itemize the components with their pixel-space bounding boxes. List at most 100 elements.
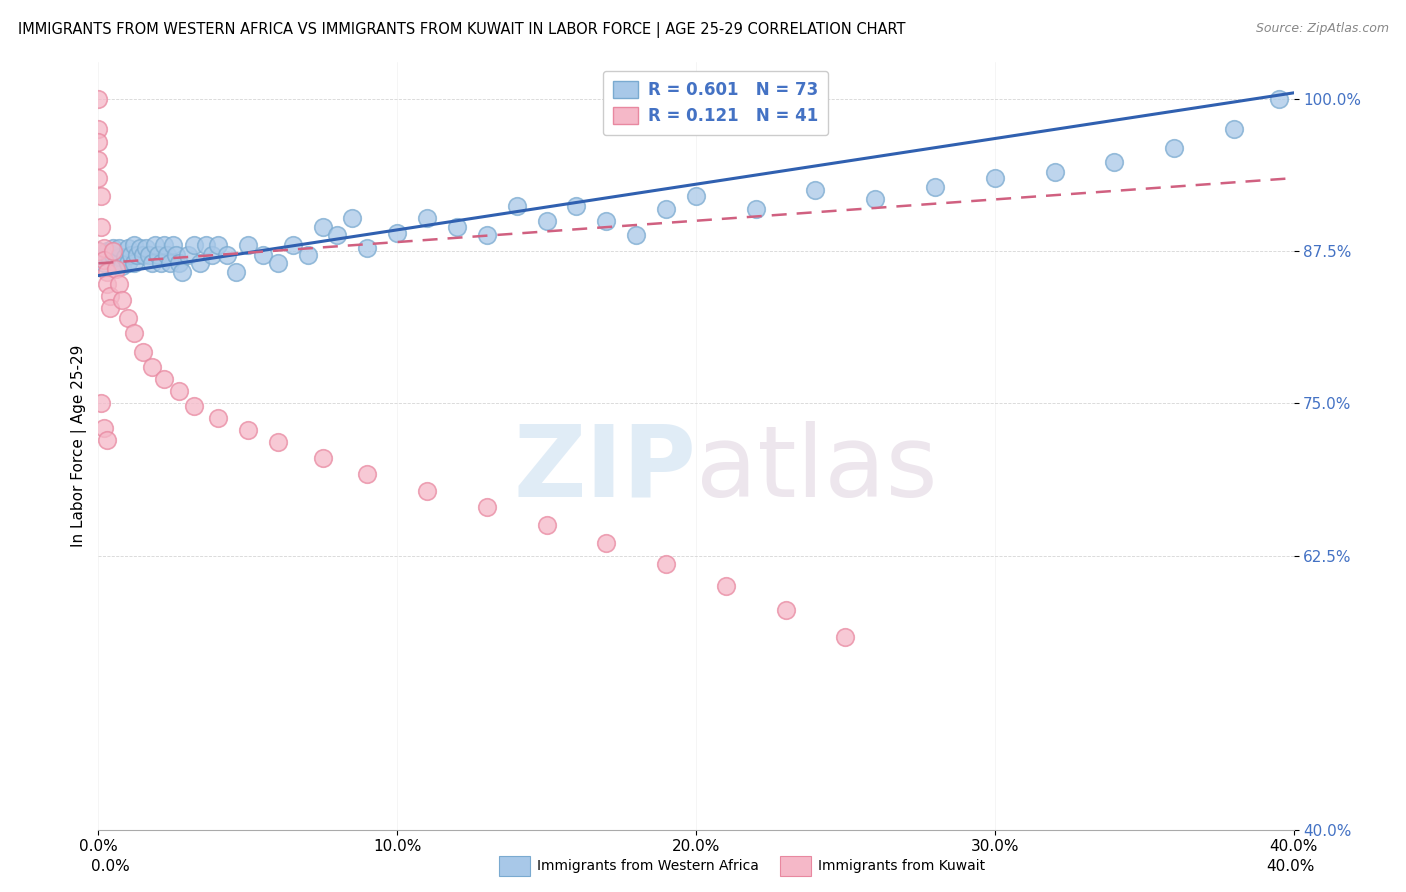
Text: IMMIGRANTS FROM WESTERN AFRICA VS IMMIGRANTS FROM KUWAIT IN LABOR FORCE | AGE 25: IMMIGRANTS FROM WESTERN AFRICA VS IMMIGR…	[18, 22, 905, 38]
Point	[87, 244, 110, 259]
Text: ZIP: ZIP	[513, 420, 696, 517]
Point	[90, 250, 112, 264]
Point	[93, 240, 115, 254]
Point	[834, 630, 856, 644]
Point	[745, 202, 768, 216]
Point	[655, 557, 678, 571]
Point	[87, 135, 110, 149]
Point	[141, 256, 163, 270]
Point	[96, 277, 118, 291]
Point	[252, 248, 274, 262]
Point	[924, 179, 946, 194]
Text: 0.0%: 0.0%	[91, 859, 131, 873]
Point	[90, 189, 112, 203]
Point	[120, 248, 142, 262]
Point	[135, 240, 157, 254]
Point	[565, 199, 588, 213]
Point	[150, 256, 173, 270]
Point	[225, 265, 247, 279]
Point	[342, 211, 364, 226]
Point	[162, 238, 184, 252]
Point	[129, 240, 152, 254]
Point	[177, 248, 200, 262]
Point	[984, 171, 1007, 186]
Point	[98, 252, 122, 267]
Point	[167, 256, 190, 270]
Point	[416, 211, 439, 226]
Point	[148, 248, 170, 262]
Point	[138, 248, 160, 262]
Point	[124, 256, 146, 270]
Point	[326, 228, 349, 243]
Point	[117, 311, 139, 326]
Point	[111, 293, 134, 307]
Point	[207, 411, 229, 425]
Point	[93, 252, 115, 267]
Point	[93, 256, 115, 270]
Text: atlas: atlas	[696, 420, 938, 517]
Point	[1104, 155, 1126, 169]
Point	[114, 250, 136, 264]
Point	[172, 265, 194, 279]
Point	[536, 213, 558, 227]
Point	[188, 256, 211, 270]
Point	[356, 240, 378, 254]
Text: Immigrants from Western Africa: Immigrants from Western Africa	[537, 859, 759, 873]
Point	[207, 238, 229, 252]
Point	[215, 248, 238, 262]
Point	[98, 301, 122, 316]
Point	[385, 226, 409, 240]
Point	[356, 467, 378, 481]
Point	[156, 248, 179, 262]
Point	[103, 248, 125, 262]
Point	[87, 122, 110, 136]
Point	[655, 202, 678, 216]
Point	[236, 238, 259, 252]
Y-axis label: In Labor Force | Age 25-29: In Labor Force | Age 25-29	[72, 345, 87, 547]
Point	[117, 256, 139, 270]
Point	[195, 238, 218, 252]
Text: Source: ZipAtlas.com: Source: ZipAtlas.com	[1256, 22, 1389, 36]
Point	[297, 248, 319, 262]
Point	[108, 250, 131, 264]
Point	[236, 423, 259, 437]
Point	[108, 240, 131, 254]
Point	[87, 171, 110, 186]
Point	[167, 384, 190, 399]
Point	[714, 579, 737, 593]
Point	[506, 199, 529, 213]
Point	[153, 372, 176, 386]
Point	[87, 244, 110, 259]
Point	[183, 238, 205, 252]
Point	[1267, 92, 1289, 106]
Point	[536, 518, 558, 533]
Point	[281, 238, 304, 252]
Point	[105, 256, 128, 270]
Point	[103, 244, 125, 259]
Point	[93, 421, 115, 435]
Point	[595, 213, 617, 227]
Point	[124, 238, 146, 252]
Point	[87, 244, 110, 259]
Point	[165, 248, 187, 262]
Point	[87, 153, 110, 167]
Point	[124, 326, 146, 340]
Text: 40.0%: 40.0%	[1267, 859, 1315, 873]
Text: Immigrants from Kuwait: Immigrants from Kuwait	[818, 859, 986, 873]
Point	[595, 536, 617, 550]
Point	[132, 345, 155, 359]
Point	[90, 396, 112, 410]
Point	[865, 192, 887, 206]
Point	[475, 228, 498, 243]
Point	[201, 248, 224, 262]
Point	[103, 240, 125, 254]
Point	[96, 244, 118, 259]
Point	[111, 259, 134, 273]
Point	[108, 277, 131, 291]
Point	[141, 359, 163, 374]
Point	[183, 399, 205, 413]
Point	[311, 451, 333, 466]
Point	[685, 189, 707, 203]
Point	[153, 238, 176, 252]
Point	[311, 219, 333, 234]
